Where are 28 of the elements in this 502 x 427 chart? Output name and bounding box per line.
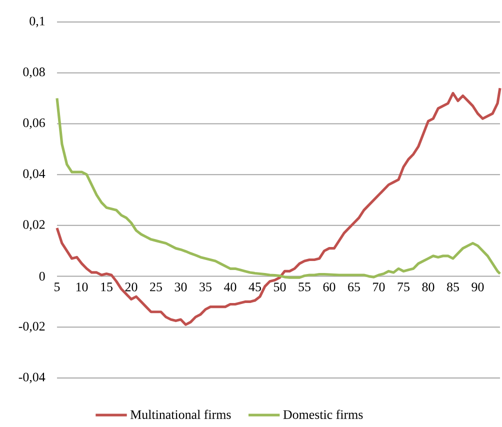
x-tick-label: 45: [248, 282, 261, 292]
legend-label: Multinational firms: [130, 410, 231, 419]
x-tick-label: 30: [174, 282, 187, 292]
y-tick-label: 0,1: [30, 16, 45, 28]
y-tick-label: -0,04: [18, 372, 46, 384]
x-tick-label: 80: [422, 282, 434, 292]
x-tick-label: 5: [54, 282, 60, 292]
x-tick-label: 90: [472, 282, 484, 292]
x-tick-label: 70: [373, 282, 385, 292]
y-tick-label: 0,08: [23, 68, 45, 78]
x-tick-label: 75: [398, 282, 410, 292]
x-tick-label: 55: [298, 282, 310, 292]
y-tick-label: -0,02: [18, 322, 45, 332]
x-tick-label: 35: [200, 282, 212, 292]
y-tick-label: 0,04: [23, 169, 46, 180]
x-tick-label: 20: [125, 282, 138, 292]
x-tick-label: 40: [224, 282, 236, 292]
y-tick-label: 0: [39, 272, 45, 281]
y-tick-label: 0,06: [23, 118, 45, 130]
y-tick-label: 0,02: [23, 220, 45, 231]
x-tick-label: 60: [323, 282, 336, 292]
x-tick-label: 85: [447, 282, 459, 292]
x-tick-label: 25: [150, 282, 162, 292]
x-tick-label: 65: [348, 282, 360, 292]
x-tick-label: 10: [76, 282, 88, 292]
x-tick-label: 50: [274, 282, 286, 292]
x-tick-label: 15: [101, 282, 112, 292]
legend-label: Domestic firms: [283, 410, 363, 419]
